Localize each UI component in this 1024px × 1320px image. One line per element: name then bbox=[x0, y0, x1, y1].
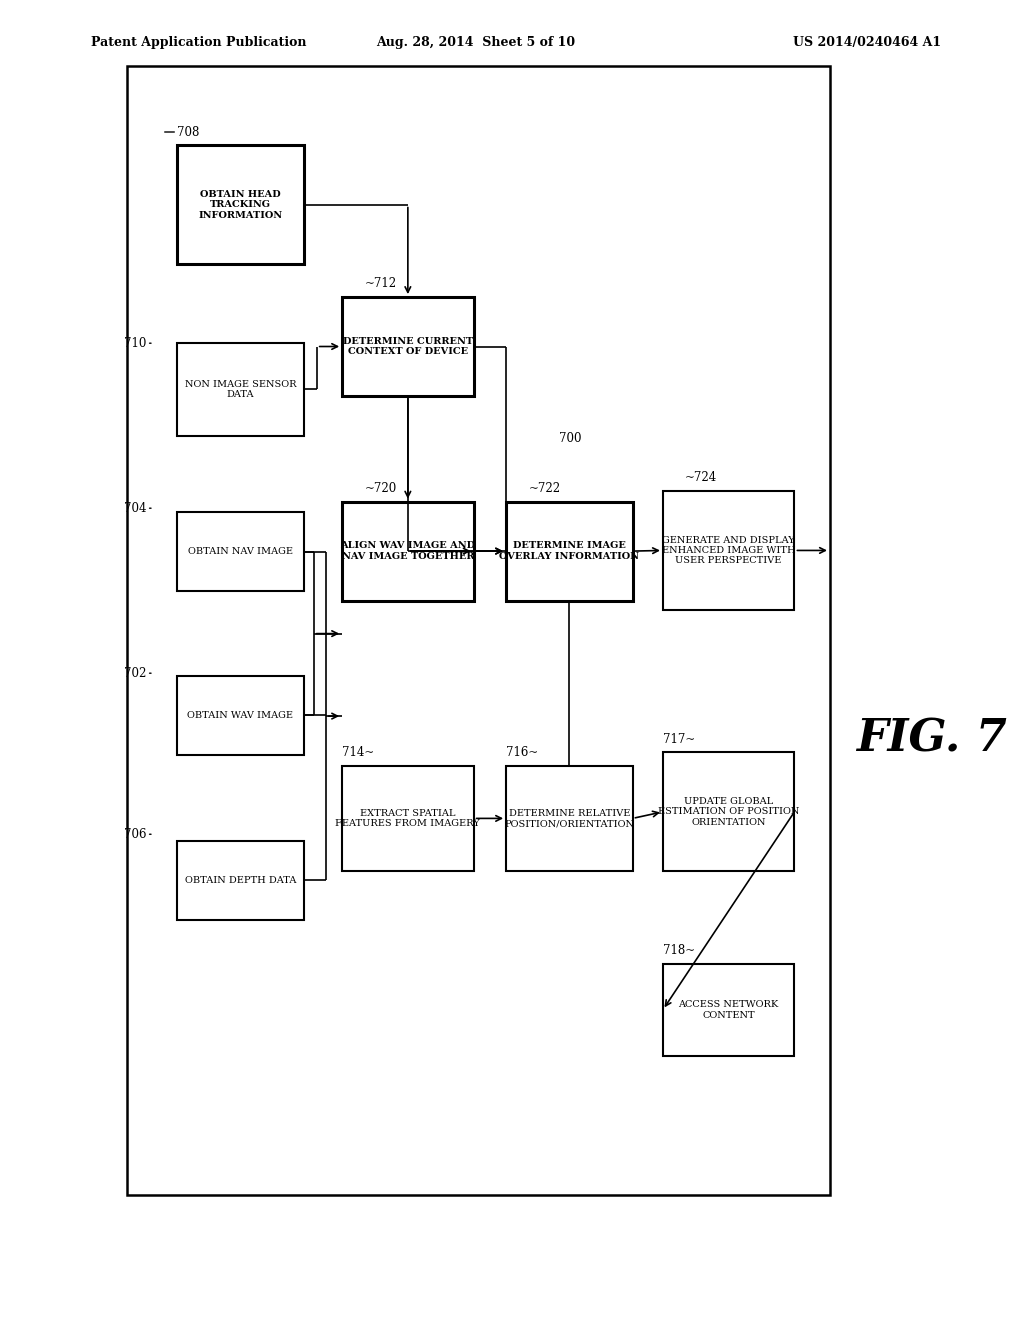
Text: 714~: 714~ bbox=[342, 746, 375, 759]
Text: DETERMINE RELATIVE
POSITION/ORIENTATION: DETERMINE RELATIVE POSITION/ORIENTATION bbox=[504, 809, 634, 828]
Text: 716~: 716~ bbox=[506, 746, 539, 759]
Text: ACCESS NETWORK
CONTENT: ACCESS NETWORK CONTENT bbox=[679, 1001, 779, 1019]
Text: FIG. 7: FIG. 7 bbox=[856, 718, 1007, 760]
Text: EXTRACT SPATIAL
FEATURES FROM IMAGERY: EXTRACT SPATIAL FEATURES FROM IMAGERY bbox=[336, 809, 480, 828]
Bar bbox=[177, 841, 303, 920]
Text: NON IMAGE SENSOR
DATA: NON IMAGE SENSOR DATA bbox=[184, 380, 296, 399]
Bar bbox=[342, 502, 474, 601]
Text: GENERATE AND DISPLAY
ENHANCED IMAGE WITH
USER PERSPECTIVE: GENERATE AND DISPLAY ENHANCED IMAGE WITH… bbox=[662, 536, 796, 565]
Text: 704: 704 bbox=[124, 502, 146, 515]
Text: OBTAIN NAV IMAGE: OBTAIN NAV IMAGE bbox=[187, 548, 293, 556]
Text: OBTAIN WAV IMAGE: OBTAIN WAV IMAGE bbox=[187, 711, 293, 719]
Text: OBTAIN HEAD
TRACKING
INFORMATION: OBTAIN HEAD TRACKING INFORMATION bbox=[199, 190, 283, 219]
Bar bbox=[177, 145, 303, 264]
Text: 702: 702 bbox=[124, 667, 146, 680]
Text: ~712: ~712 bbox=[365, 277, 396, 290]
Text: US 2014/0240464 A1: US 2014/0240464 A1 bbox=[793, 36, 941, 49]
Bar bbox=[506, 766, 633, 871]
Bar bbox=[342, 297, 474, 396]
Bar bbox=[177, 676, 303, 755]
Text: DETERMINE CURRENT
CONTEXT OF DEVICE: DETERMINE CURRENT CONTEXT OF DEVICE bbox=[343, 337, 473, 356]
Text: ~724: ~724 bbox=[685, 471, 718, 484]
Text: OBTAIN DEPTH DATA: OBTAIN DEPTH DATA bbox=[184, 876, 296, 884]
Bar bbox=[663, 491, 795, 610]
Text: Aug. 28, 2014  Sheet 5 of 10: Aug. 28, 2014 Sheet 5 of 10 bbox=[376, 36, 575, 49]
Text: DETERMINE IMAGE
OVERLAY INFORMATION: DETERMINE IMAGE OVERLAY INFORMATION bbox=[500, 541, 639, 561]
Text: 700: 700 bbox=[558, 432, 581, 445]
Text: 718~: 718~ bbox=[663, 944, 695, 957]
Text: ~720: ~720 bbox=[365, 482, 396, 495]
Text: ALIGN WAV IMAGE AND
NAV IMAGE TOGETHER: ALIGN WAV IMAGE AND NAV IMAGE TOGETHER bbox=[340, 541, 475, 561]
Bar bbox=[127, 66, 829, 1195]
Bar bbox=[663, 964, 795, 1056]
Text: ~722: ~722 bbox=[528, 482, 560, 495]
Text: 706: 706 bbox=[124, 828, 146, 841]
Bar bbox=[663, 752, 795, 871]
Text: 717~: 717~ bbox=[663, 733, 695, 746]
Text: UPDATE GLOBAL
ESTIMATION OF POSITION
ORIENTATION: UPDATE GLOBAL ESTIMATION OF POSITION ORI… bbox=[658, 797, 800, 826]
Text: 710: 710 bbox=[124, 337, 146, 350]
Bar bbox=[506, 502, 633, 601]
Bar bbox=[177, 343, 303, 436]
Bar bbox=[342, 766, 474, 871]
Text: Patent Application Publication: Patent Application Publication bbox=[91, 36, 306, 49]
Text: 708: 708 bbox=[177, 125, 200, 139]
Bar bbox=[177, 512, 303, 591]
